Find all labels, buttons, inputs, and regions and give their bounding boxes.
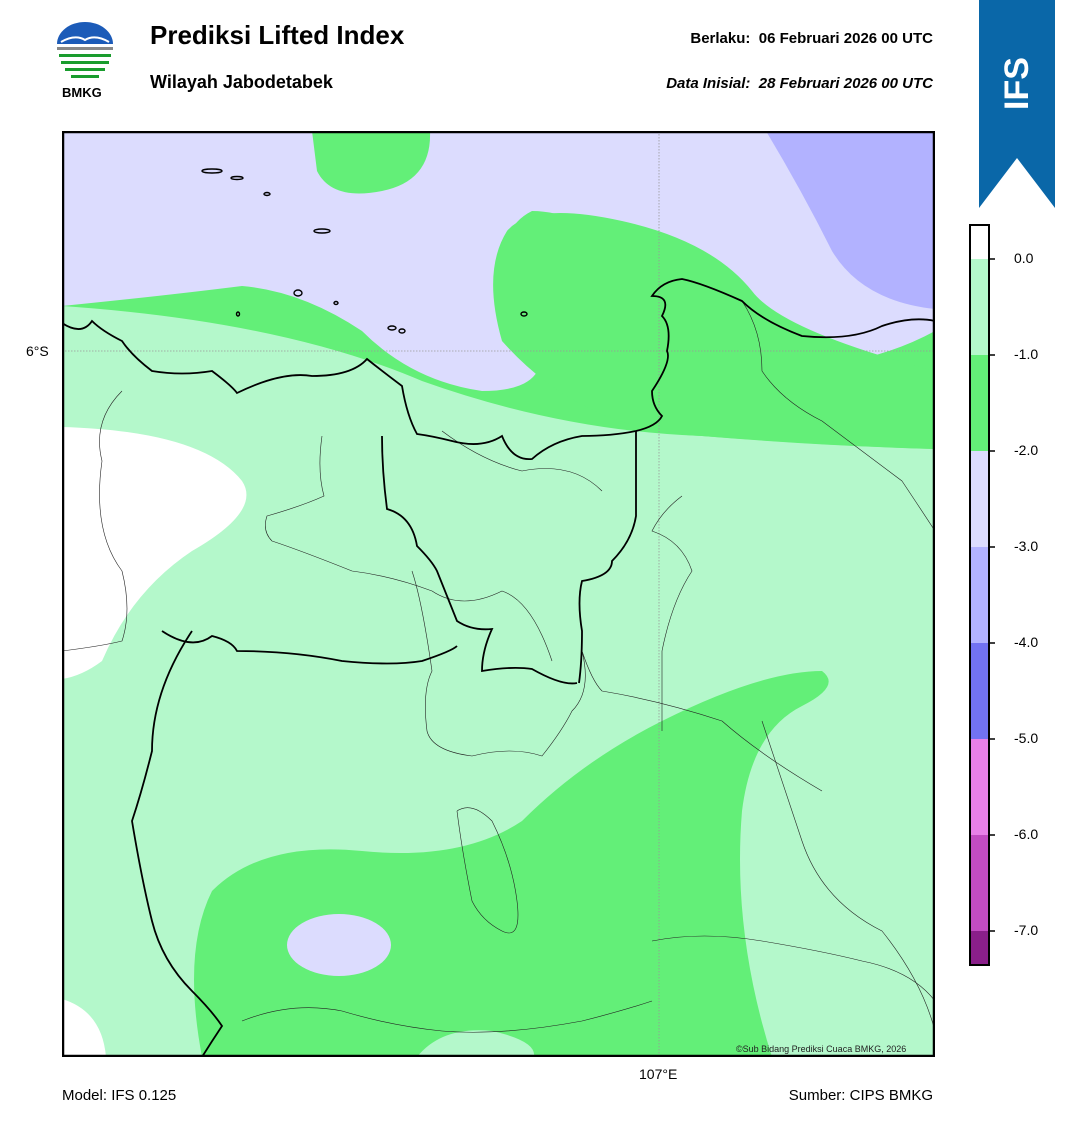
valid-label: Berlaku: xyxy=(690,30,751,47)
colorbar-band xyxy=(970,224,989,259)
source-label: Sumber: CIPS BMKG xyxy=(788,1087,933,1104)
model-label: Model: IFS 0.125 xyxy=(62,1087,177,1104)
colorbar-tick-label: -4.0 xyxy=(1014,634,1039,650)
init-value: 28 Februari 2026 00 UTC xyxy=(758,75,933,92)
valid-time: Berlaku: 06 Februari 2026 00 UTC xyxy=(690,30,933,47)
page-subtitle: Wilayah Jabodetabek xyxy=(150,72,333,92)
field-green-top xyxy=(312,131,431,194)
district-borders xyxy=(62,300,935,1033)
colorbar-band xyxy=(970,355,989,451)
islands xyxy=(201,168,528,334)
colorbar-frame xyxy=(969,224,990,966)
colorbar-band xyxy=(970,643,989,739)
field-green-lobe xyxy=(493,213,935,449)
lon-label: 107°E xyxy=(639,1066,678,1082)
field-light-green-south xyxy=(417,1030,535,1057)
colorbar-tick-label: -2.0 xyxy=(1014,442,1039,458)
map-frame xyxy=(62,131,935,1057)
colorbar-band xyxy=(970,547,989,643)
valid-value: 06 Februari 2026 00 UTC xyxy=(758,30,933,47)
colorbar-tick-label: -1.0 xyxy=(1014,346,1039,362)
init-label: Data Inisial: xyxy=(666,75,751,92)
colorbar-band xyxy=(970,835,989,931)
bmkg-logo xyxy=(57,22,113,78)
colorbar-tick-label: 0.0 xyxy=(1014,250,1034,266)
field-lavender-south xyxy=(287,914,391,976)
page-title: Prediksi Lifted Index xyxy=(150,20,405,50)
field-white-west xyxy=(62,427,247,679)
province-borders xyxy=(131,431,637,1057)
colorbar-band xyxy=(970,931,989,966)
colorbar xyxy=(969,224,995,966)
logo-text: BMKG xyxy=(62,85,102,100)
ifs-badge-text: IFS xyxy=(997,56,1036,110)
colorbar-tick-label: -5.0 xyxy=(1014,730,1039,746)
ifs-ribbon xyxy=(979,0,1055,208)
init-time: Data Inisial: 28 Februari 2026 00 UTC xyxy=(666,75,933,92)
colorbar-tick-label: -7.0 xyxy=(1014,922,1039,938)
colorbar-band xyxy=(970,259,989,355)
coastline-java xyxy=(62,278,935,460)
colorbar-tick-label: -3.0 xyxy=(1014,538,1039,554)
map-credit: ©Sub Bidang Prediksi Cuaca BMKG, 2026 xyxy=(736,1044,907,1054)
colorbar-band xyxy=(970,739,989,835)
field-white-southwest xyxy=(62,999,106,1057)
colorbar-tick-label: -6.0 xyxy=(1014,826,1039,842)
colorbar-band xyxy=(970,451,989,547)
field-lavender-dark xyxy=(766,131,935,309)
lifted-index-map xyxy=(62,131,935,1057)
lat-label: 6°S xyxy=(26,343,49,359)
